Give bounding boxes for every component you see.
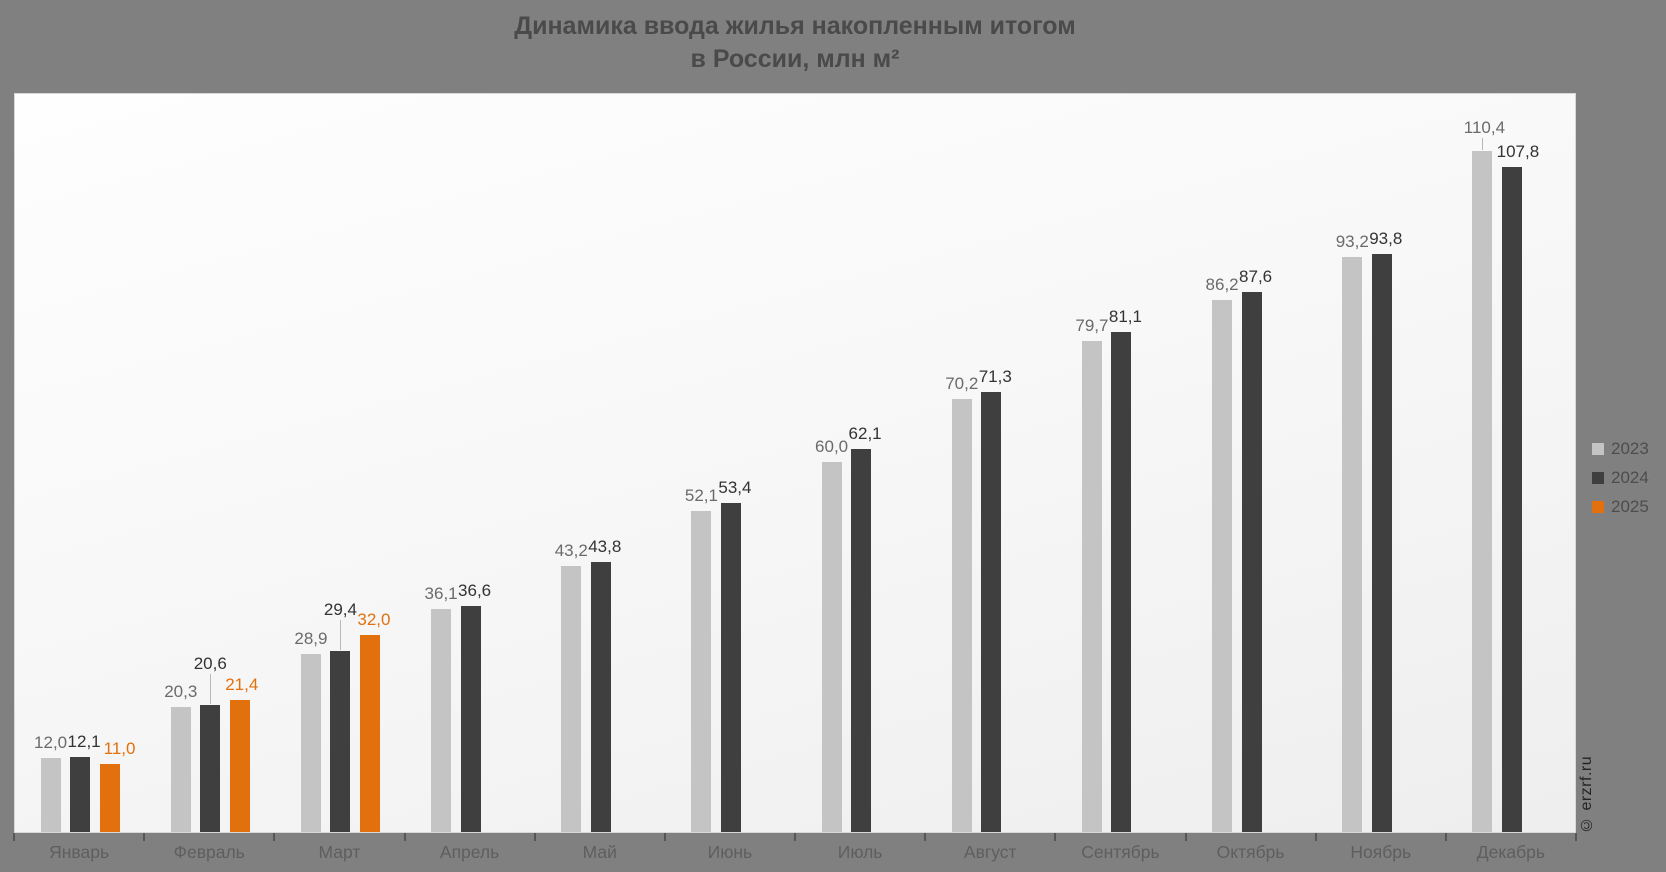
bar-value-label: 107,8 xyxy=(1496,142,1540,162)
bar-value-label: 11,0 xyxy=(103,739,136,759)
bar-2023-Июнь xyxy=(691,510,712,832)
bar-value-label: 81,1 xyxy=(1108,306,1142,326)
x-axis-label-Май: Май xyxy=(582,842,617,862)
legend-label-2024: 2024 xyxy=(1611,467,1649,487)
bar-2024-Январь xyxy=(70,757,91,832)
bar-value-label: 20,3 xyxy=(164,681,198,701)
bar-value-label: 87,6 xyxy=(1239,266,1273,286)
x-axis-label-Март: Март xyxy=(318,842,361,862)
bar-value-label: 71,3 xyxy=(978,367,1012,387)
x-axis-label-Декабрь: Декабрь xyxy=(1476,842,1546,862)
legend-item-2023: 2023 xyxy=(1592,434,1649,463)
bar-value-label: 110,4 xyxy=(1463,118,1506,138)
bar-2024-Сентябрь xyxy=(1111,331,1132,832)
x-axis-tick xyxy=(924,833,927,841)
x-axis-label-Апрель: Апрель xyxy=(439,842,500,862)
bar-value-label: 93,2 xyxy=(1335,232,1369,252)
chart-title-line1: Динамика ввода жилья накопленным итогом xyxy=(514,12,1076,40)
bar-2024-Март xyxy=(330,650,351,832)
bar-value-label: 79,7 xyxy=(1075,315,1109,335)
x-axis-tick xyxy=(1444,833,1447,841)
bar-2024-Май xyxy=(590,561,611,832)
bar-value-label: 62,1 xyxy=(848,424,882,444)
x-axis-label-Октябрь: Октябрь xyxy=(1216,842,1285,862)
label-leader-line xyxy=(339,619,341,650)
bar-2023-Сентябрь xyxy=(1081,340,1102,832)
bar-2023-Декабрь xyxy=(1472,151,1493,832)
bar-value-label: 43,8 xyxy=(588,536,622,556)
bar-value-label: 21,4 xyxy=(225,675,259,695)
x-axis-tick xyxy=(1184,833,1187,841)
watermark: © erzrf.ru xyxy=(1578,755,1595,833)
legend-label-2025: 2025 xyxy=(1611,496,1649,516)
bar-2024-Август xyxy=(981,392,1002,832)
x-axis-tick xyxy=(794,833,796,841)
bar-value-label: 20,6 xyxy=(193,653,227,673)
bar-2023-Январь xyxy=(40,758,61,832)
x-axis-label-Август: Август xyxy=(963,842,1017,862)
bar-2024-Июнь xyxy=(720,502,741,832)
legend-swatch-2025 xyxy=(1592,500,1604,513)
bar-value-label: 60,0 xyxy=(815,437,849,456)
bar-2025-Февраль xyxy=(229,700,250,832)
bar-2025-Январь xyxy=(99,764,120,832)
x-axis-tick xyxy=(403,833,406,841)
legend-item-2025: 2025 xyxy=(1592,492,1649,521)
chart-title-line2: в России, млн м² xyxy=(690,45,900,73)
bar-value-label: 32,0 xyxy=(357,609,391,629)
bar-2025-Март xyxy=(359,634,380,832)
bar-2023-Ноябрь xyxy=(1342,257,1363,832)
bar-value-label: 70,2 xyxy=(945,374,979,394)
legend: 2023 2024 2025 xyxy=(1592,434,1649,521)
x-axis-tick xyxy=(143,833,146,841)
bar-2023-Октябрь xyxy=(1212,300,1233,832)
bar-value-label: 28,9 xyxy=(294,628,328,648)
x-axis-tick xyxy=(273,833,276,841)
bar-value-label: 36,1 xyxy=(424,584,458,604)
bar-2024-Июль xyxy=(851,449,872,832)
bar-2023-Май xyxy=(561,565,582,832)
x-axis-label-Сентябрь: Сентябрь xyxy=(1081,842,1160,862)
bar-value-label: 36,6 xyxy=(458,581,492,601)
legend-item-2024: 2024 xyxy=(1592,463,1649,492)
chart-title: Динамика ввода жилья накопленным итогом … xyxy=(14,10,1576,76)
bar-2023-Апрель xyxy=(431,609,452,832)
x-axis-label-Июнь: Июнь xyxy=(707,842,753,862)
x-axis-label-Ноябрь: Ноябрь xyxy=(1350,842,1412,862)
bar-value-label: 86,2 xyxy=(1205,275,1239,295)
legend-swatch-2024 xyxy=(1592,471,1604,484)
bar-2024-Ноябрь xyxy=(1371,253,1392,832)
bar-2024-Октябрь xyxy=(1241,291,1262,832)
legend-label-2023: 2023 xyxy=(1611,438,1649,458)
bar-value-label: 43,2 xyxy=(554,540,588,560)
label-leader-line xyxy=(209,673,211,704)
bar-value-label: 53,4 xyxy=(718,477,752,497)
x-axis-tick xyxy=(1575,833,1577,841)
x-axis-tick xyxy=(1314,833,1317,841)
x-axis-tick xyxy=(533,833,536,841)
bar-value-label: 93,8 xyxy=(1369,228,1403,248)
bar-value-label: 52,1 xyxy=(684,485,718,505)
x-axis-tick xyxy=(1054,833,1057,841)
label-leader-line xyxy=(1481,138,1483,151)
legend-swatch-2023 xyxy=(1592,442,1604,455)
bar-2024-Декабрь xyxy=(1501,167,1522,832)
bar-2024-Февраль xyxy=(200,704,221,832)
x-axis-label-Январь: Январь xyxy=(49,842,110,862)
x-axis-tick xyxy=(13,833,15,841)
plot-area: 12,0 20,3 28,9 36,1 43,2 52,1 60,0 70,2 79,7 86,2… xyxy=(14,93,1576,833)
bar-2024-Апрель xyxy=(460,606,481,832)
bar-value-label: 29,4 xyxy=(323,599,357,619)
bar-value-label: 12,1 xyxy=(67,732,101,752)
x-axis-tick xyxy=(663,833,666,841)
x-axis-label-Июль: Июль xyxy=(837,842,883,862)
bar-2023-Март xyxy=(300,653,321,832)
bar-2023-Февраль xyxy=(170,706,191,832)
x-axis-label-Февраль: Февраль xyxy=(173,842,245,862)
bar-2023-Август xyxy=(951,399,972,832)
bar-value-label: 12,0 xyxy=(34,733,68,752)
bar-2023-Июль xyxy=(821,462,842,832)
